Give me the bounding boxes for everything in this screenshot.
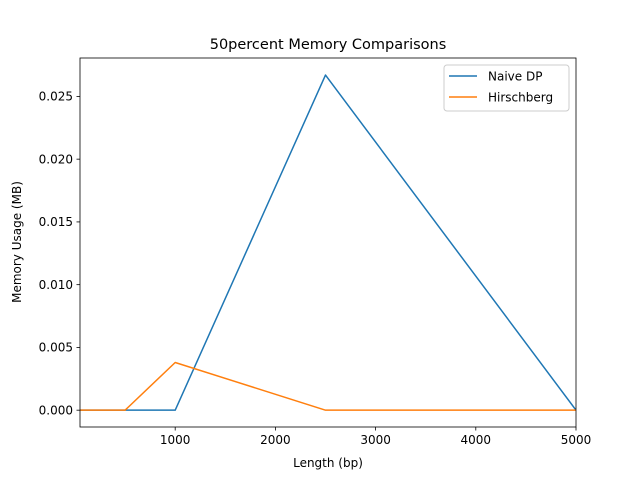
y-tick-label: 0.010 <box>39 278 73 292</box>
chart-title: 50percent Memory Comparisons <box>210 37 447 53</box>
x-axis-title: Length (bp) <box>293 456 363 470</box>
y-tick-label: 0.015 <box>39 215 73 229</box>
legend-label-0: Naive DP <box>488 69 542 83</box>
x-tick-label: 1000 <box>160 433 191 447</box>
axes-frame <box>79 57 577 428</box>
legend: Naive DP Hirschberg <box>443 64 570 112</box>
y-tick-label: 0.025 <box>39 90 73 104</box>
plot-area <box>79 57 577 428</box>
x-axis: 1000 2000 3000 4000 5000 <box>160 427 591 447</box>
x-tick-label: 5000 <box>561 433 592 447</box>
y-tick-label: 0.020 <box>39 152 73 166</box>
x-tick-label: 3000 <box>360 433 391 447</box>
series-line-1 <box>80 361 576 411</box>
y-axis: 0.000 0.005 0.010 0.015 0.020 0.025 <box>39 90 80 417</box>
x-tick-label: 2000 <box>260 433 291 447</box>
legend-label-1: Hirschberg <box>488 90 553 104</box>
y-tick-label: 0.000 <box>39 403 73 417</box>
y-tick-label: 0.005 <box>39 341 73 355</box>
y-axis-title: Memory Usage (MB) <box>10 181 24 303</box>
x-tick-label: 4000 <box>461 433 492 447</box>
